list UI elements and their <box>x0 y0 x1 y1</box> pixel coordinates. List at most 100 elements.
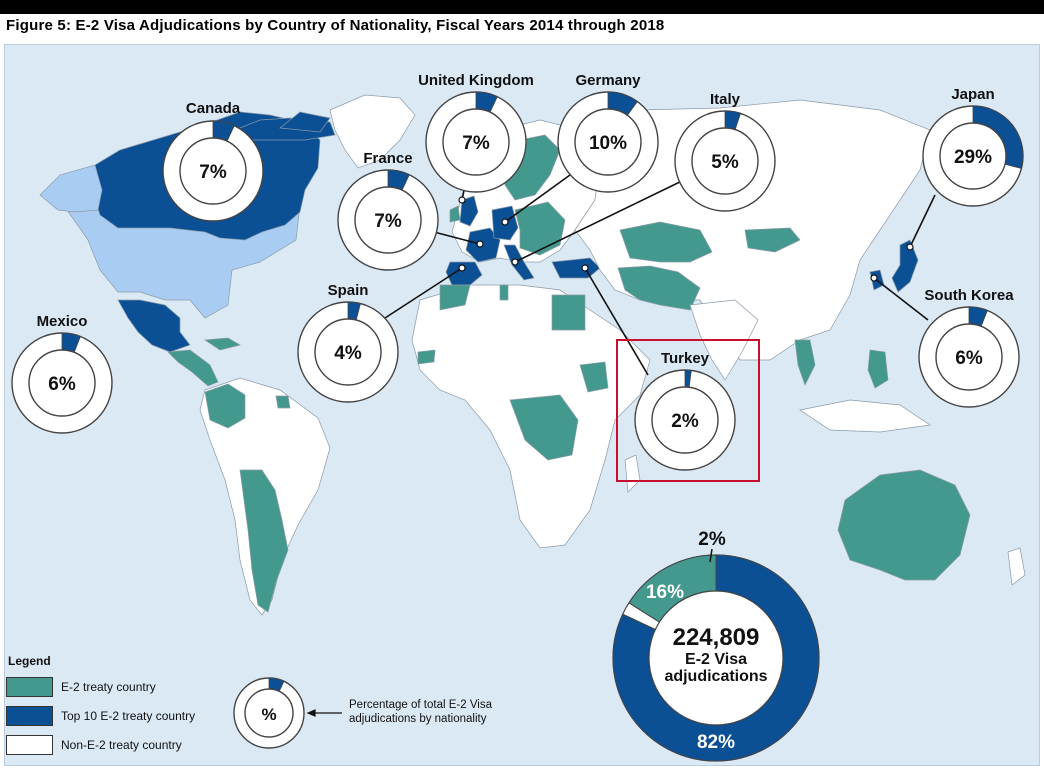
australia <box>837 469 971 581</box>
philippines <box>867 349 889 389</box>
legend-label-e2: E-2 treaty country <box>61 680 156 694</box>
label-japan: Japan <box>951 86 994 103</box>
leader-dots <box>458 196 914 282</box>
pct-south-korea: 6% <box>955 348 983 369</box>
donut-turkey <box>634 369 736 471</box>
donut-south-korea-hole <box>935 323 1003 391</box>
pct-germany: 10% <box>589 133 627 154</box>
donut-mexico-hole <box>28 349 96 417</box>
summary-line1: E-2 Visa <box>685 651 747 668</box>
greenland <box>329 94 416 169</box>
label-spain: Spain <box>328 282 369 299</box>
senegal <box>417 349 436 365</box>
donut-japan <box>922 105 1024 207</box>
mongolia <box>744 227 801 253</box>
country-turkey <box>551 257 601 279</box>
country-japan <box>891 239 919 293</box>
donut-france <box>337 169 439 271</box>
donut-germany <box>557 91 659 193</box>
donut-spain <box>297 301 399 403</box>
summary-hole <box>648 590 784 726</box>
label-germany: Germany <box>575 72 641 89</box>
donut-south-korea <box>918 306 1020 408</box>
pct-uk: 7% <box>462 133 490 154</box>
label-canada: Canada <box>186 100 241 117</box>
pct-france: 7% <box>374 211 402 232</box>
donut-canada-hole <box>179 137 247 205</box>
legend-title: Legend <box>8 654 51 668</box>
central-america <box>167 349 219 387</box>
iran-pakistan <box>617 265 701 311</box>
legend-swatch-top10 <box>6 706 53 726</box>
donut-united-kingdom-hole <box>442 108 510 176</box>
country-donuts <box>11 91 1024 471</box>
legend-label-top10: Top 10 E-2 treaty country <box>61 709 196 723</box>
suriname <box>275 395 291 409</box>
label-italy: Italy <box>710 91 741 108</box>
pct-canada: 7% <box>199 162 227 183</box>
label-mexico: Mexico <box>37 313 88 330</box>
summary-line2: adjudications <box>664 668 767 685</box>
pct-spain: 4% <box>334 343 362 364</box>
donut-japan-hole <box>939 122 1007 190</box>
top-bar <box>0 0 1044 14</box>
label-france: France <box>363 150 412 167</box>
donut-mexico <box>11 332 113 434</box>
summary-segment-16: 16% <box>646 582 684 603</box>
legend-item-top10: Top 10 E-2 treaty country <box>6 706 195 726</box>
label-uk: United Kingdom <box>418 72 534 89</box>
donut-turkey-hole <box>651 386 719 454</box>
donut-canada <box>162 120 264 222</box>
new-zealand <box>1007 547 1026 586</box>
argentina <box>239 469 289 613</box>
egypt <box>551 294 586 331</box>
legend-example-donut <box>233 677 305 749</box>
legend-note: Percentage of total E-2 Visa adjudicatio… <box>349 699 492 725</box>
thailand <box>794 339 816 386</box>
congo-drc <box>509 394 579 461</box>
caribbean <box>203 337 241 351</box>
legend-item-non-e2: Non-E-2 treaty country <box>6 735 182 755</box>
label-south-korea: South Korea <box>924 287 1014 304</box>
legend-swatch-e2 <box>6 677 53 697</box>
summary-2pct-leader <box>709 548 713 563</box>
legend-label-non-e2: Non-E-2 treaty country <box>61 738 182 752</box>
morocco <box>439 284 471 311</box>
colombia-ecuador <box>204 383 246 429</box>
alaska <box>39 164 103 213</box>
legend-arrow <box>306 709 342 717</box>
tunisia <box>499 284 509 301</box>
legend-example-percent: % <box>261 705 276 724</box>
donut-united-kingdom <box>425 91 527 193</box>
label-turkey: Turkey <box>661 350 710 367</box>
pct-turkey: 2% <box>671 411 699 432</box>
pct-mexico: 6% <box>48 374 76 395</box>
central-asia <box>619 221 713 263</box>
madagascar <box>624 454 641 493</box>
donut-italy-hole <box>691 127 759 195</box>
legend-item-e2: E-2 treaty country <box>6 677 156 697</box>
eastern-europe <box>514 201 566 256</box>
summary-total: 224,809 <box>673 624 760 651</box>
donut-france-hole <box>354 186 422 254</box>
country-uk <box>459 195 479 227</box>
donut-spain-hole <box>314 318 382 386</box>
figure-title: Figure 5: E-2 Visa Adjudications by Coun… <box>6 17 665 34</box>
ireland <box>449 205 461 223</box>
legend-swatch-non-e2 <box>6 735 53 755</box>
legend-donut <box>233 677 305 749</box>
donut-germany-hole <box>574 108 642 176</box>
country-italy <box>503 244 535 281</box>
donut-italy <box>674 110 776 212</box>
percent-labels: 7% 7% 10% 5% 29% 7% 4% 6% 2% 6% <box>48 133 992 432</box>
summary-labels: 224,809 E-2 Visa adjudications 82% 2% 16… <box>646 529 768 753</box>
country-mexico <box>117 299 191 353</box>
turkey-highlight-box <box>616 339 760 482</box>
indonesia <box>799 399 931 433</box>
canada-north-isle <box>279 111 331 133</box>
legend-donut-hole <box>244 688 294 738</box>
pct-japan: 29% <box>954 147 992 168</box>
ethiopia-region <box>579 361 609 393</box>
summary-segment-82: 82% <box>697 732 735 753</box>
